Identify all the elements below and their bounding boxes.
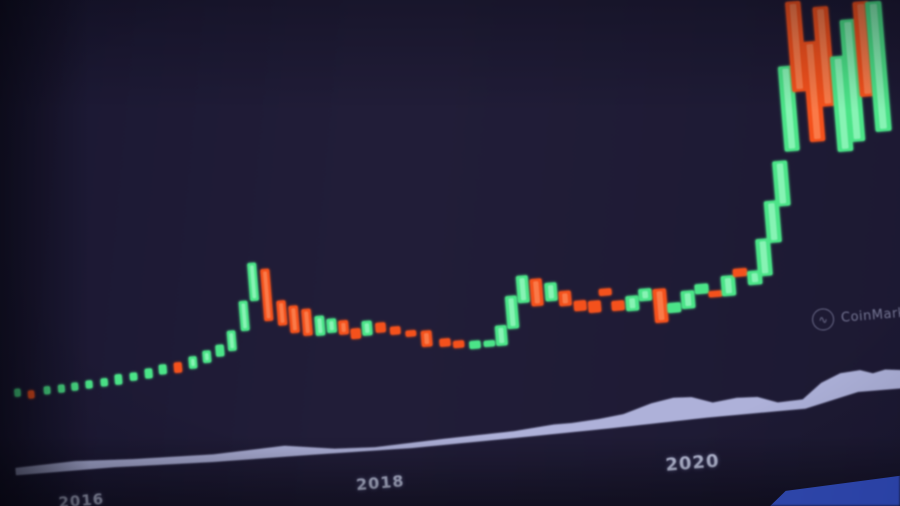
candle-up: [144, 365, 153, 382]
candle-down: [598, 285, 612, 318]
x-axis-label-2016: 2016: [57, 489, 105, 506]
candle-up: [114, 371, 123, 388]
candle-down: [173, 359, 183, 376]
candle-up: [515, 267, 530, 311]
candle-up: [14, 385, 21, 400]
candle-up: [625, 289, 640, 315]
candle-down: [375, 318, 386, 344]
candle-up: [680, 287, 696, 312]
candle-up: [247, 254, 259, 305]
candle-up: [469, 335, 481, 354]
candle-down: [652, 285, 669, 331]
candle-down: [389, 321, 401, 340]
candle-down: [260, 261, 274, 332]
candles: [14, 0, 892, 402]
candle-up: [326, 314, 337, 337]
candle-down: [405, 327, 417, 340]
volume-area-path: [15, 369, 900, 476]
candle-down: [611, 297, 625, 314]
x-axis-label-2020: 2020: [664, 450, 721, 476]
volume-area: [15, 369, 900, 476]
candle-down: [439, 335, 451, 354]
coin-logo-icon: ∿: [811, 307, 835, 332]
candle-up: [188, 353, 198, 372]
candle-up: [314, 311, 326, 340]
candle-up: [71, 379, 79, 394]
gridlines: [0, 0, 900, 455]
candle-up: [544, 271, 558, 313]
candle-up: [158, 361, 167, 378]
candle-up: [85, 377, 93, 392]
candle-up: [129, 369, 138, 384]
gridline: [0, 84, 900, 171]
candle-down: [558, 281, 572, 311]
candle-down: [588, 297, 602, 316]
candle-up: [494, 322, 508, 349]
candle-up: [483, 337, 496, 350]
candle-up: [215, 339, 225, 360]
candle-down: [453, 337, 465, 351]
candle-up: [694, 279, 709, 299]
candle-up: [43, 383, 51, 398]
candle-down: [288, 301, 300, 338]
candle-up: [238, 289, 250, 337]
candle-up: [57, 381, 65, 396]
gridline: [0, 0, 900, 58]
candle-down: [573, 297, 587, 315]
candle-down: [338, 316, 349, 339]
candle-up: [667, 299, 682, 316]
candle-up: [361, 316, 373, 339]
candle-down: [529, 271, 544, 310]
candle-up: [226, 325, 237, 354]
candle-down: [276, 296, 288, 330]
watermark-text: CoinMarket: [840, 304, 900, 326]
candle-up: [100, 375, 108, 390]
gridline: [0, 27, 900, 115]
x-axis-label-2018: 2018: [355, 471, 406, 495]
candle-up: [202, 347, 212, 366]
candle-down: [708, 287, 723, 301]
candle-down: [420, 321, 433, 350]
candle-down: [350, 324, 361, 343]
candle-up: [638, 285, 653, 305]
